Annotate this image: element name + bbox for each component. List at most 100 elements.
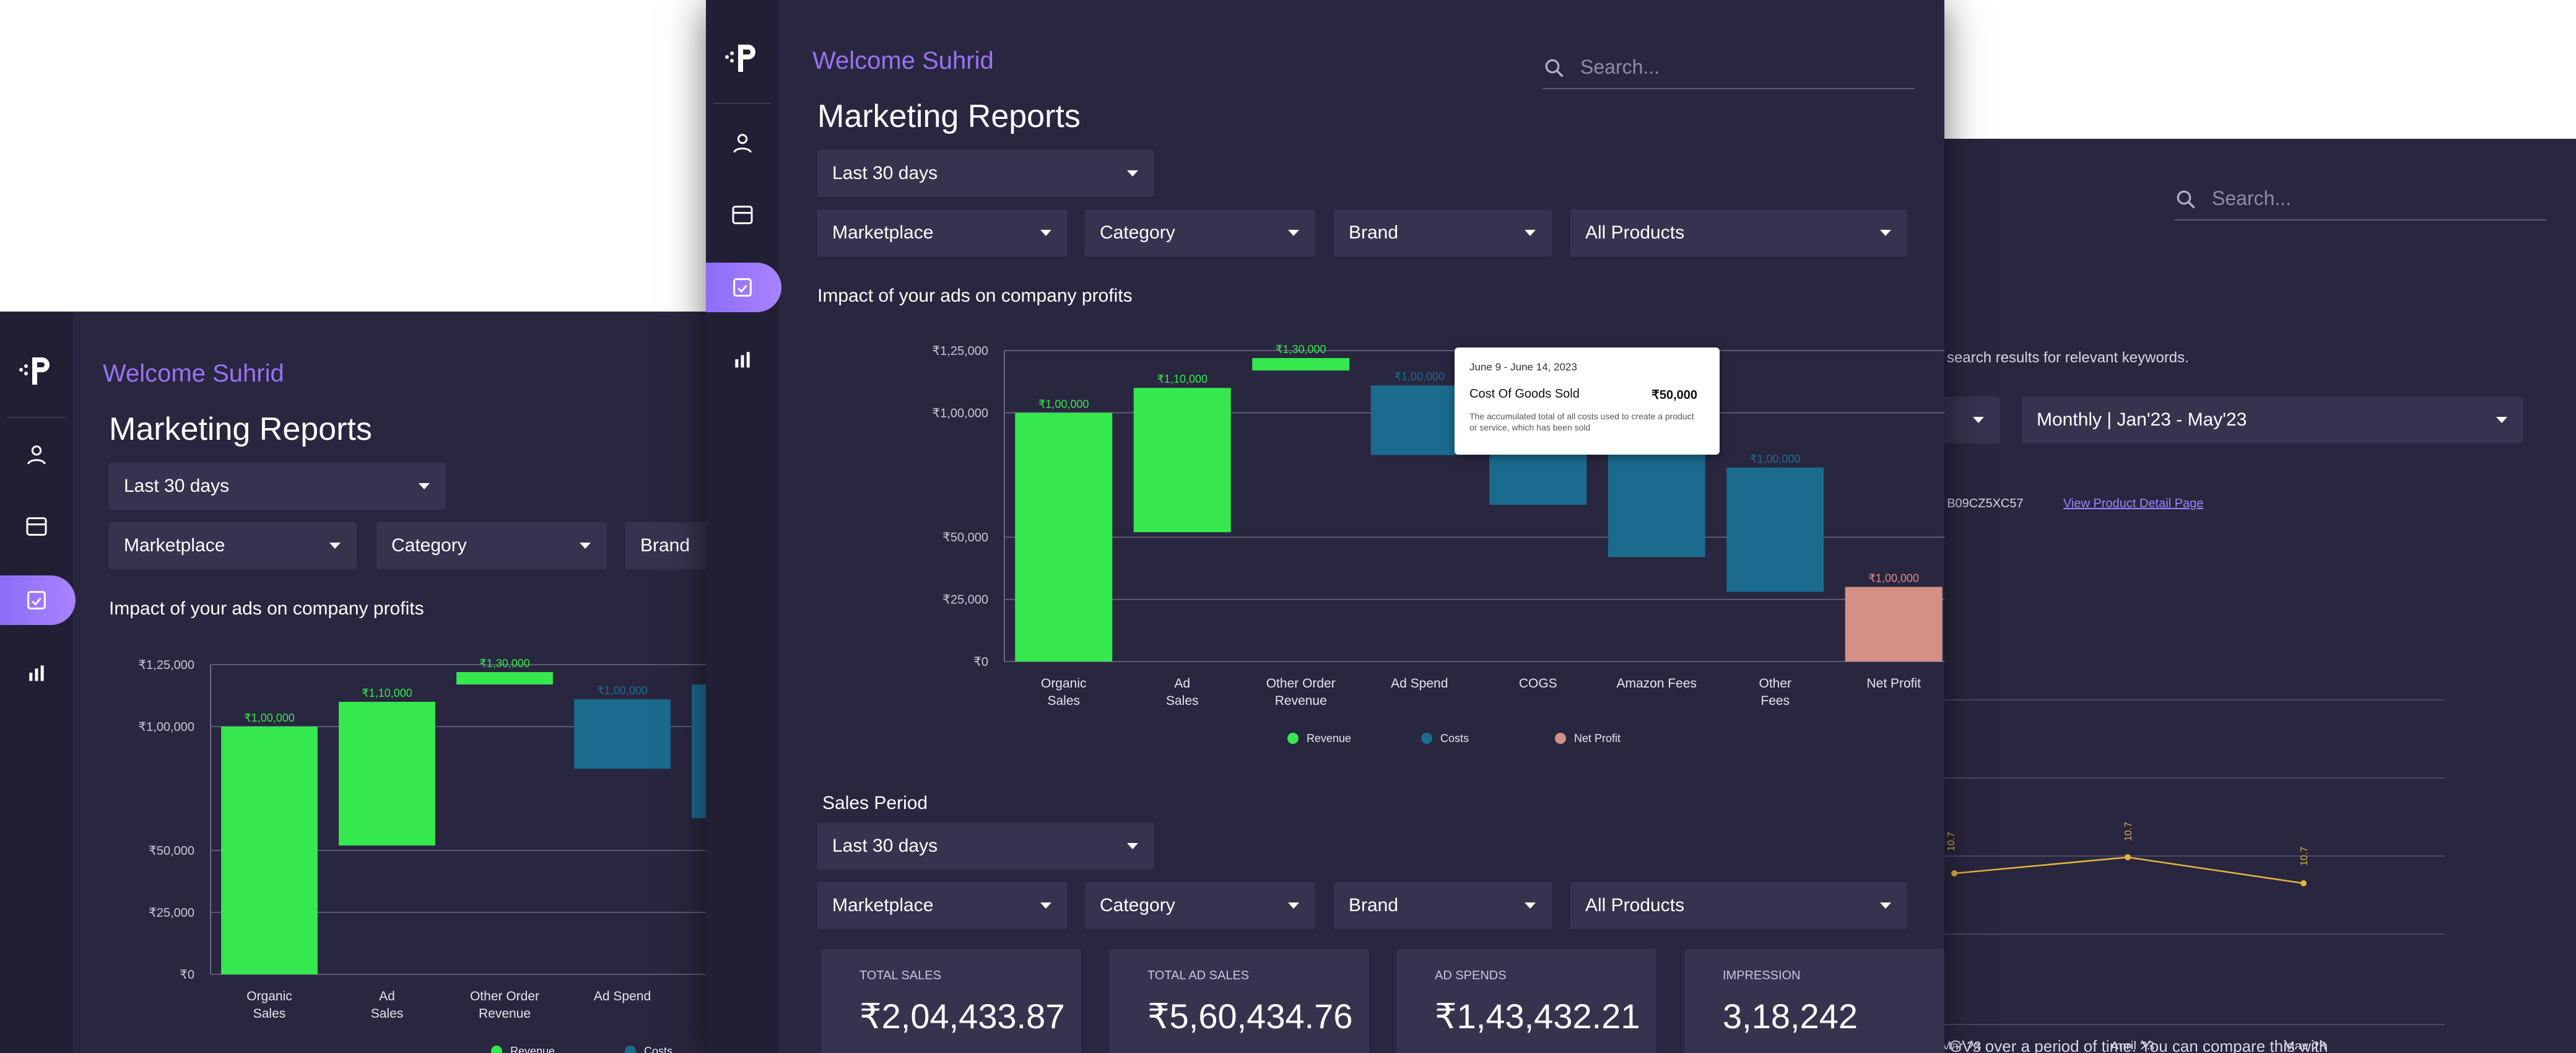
back-point [2125,854,2131,860]
kpi-value: ₹5,60,434.76 [1147,997,1353,1036]
chevron-down-icon [2496,417,2507,423]
welcome-text: Welcome Suhrid [812,47,994,74]
chart-title: Impact of your ads on company profits [817,286,1133,306]
waterfall-bar [339,702,435,845]
products-label: All Products [1585,895,1685,915]
x-tick-label: Sales [1047,694,1080,708]
sales-period-title: Sales Period [822,793,928,813]
period-dropdown[interactable]: Last 30 days [817,150,1154,197]
waterfall-bar [1015,413,1113,662]
range-label: Monthly | Jan'23 - May'23 [2037,409,2247,430]
back-series-line [1954,856,2304,885]
bar-data-label: ₹1,10,000 [1157,373,1208,385]
report-icon [27,591,46,610]
main-window: Welcome Suhrid Search... Marketing Repor… [706,0,1944,1053]
marketplace-label: Marketplace [832,222,934,243]
user-icon[interactable] [24,442,49,467]
legend-label: Revenue [510,1045,555,1053]
back-window: Search... search results for relevant ke… [1895,139,2576,1053]
brand-dropdown[interactable]: Brand [625,522,718,569]
kpi-card-ad-spends: AD SPENDS ₹1,43,432.21 [1396,949,1656,1053]
waterfall-bar [221,727,318,974]
x-tick-label: Ad Spend [1391,676,1448,691]
left-window: Welcome Suhrid Marketing Reports Last 30… [0,312,718,1053]
logo-icon [19,357,50,385]
x-tick-label: Sales [1166,694,1199,708]
report-icon [733,278,752,297]
category-dropdown[interactable]: Category [1085,209,1315,256]
x-tick-label: Sales [253,1007,286,1021]
waterfall-bar [456,672,553,684]
period-label: Last 30 days [832,836,938,856]
kpi-value: ₹1,43,432.21 [1435,997,1640,1036]
back-x-label: Mar 23 [1941,1039,1981,1049]
search-hint-text: search results for relevant keywords. [1947,349,2189,366]
store-icon[interactable] [24,514,49,539]
welcome-text: Welcome Suhrid [103,360,284,387]
y-tick-label: ₹1,25,000 [932,344,988,358]
bar-chart-icon[interactable] [730,347,755,372]
bar-data-label: ₹1,00,000 [597,684,648,697]
search-box[interactable]: Search... [2175,177,2546,221]
chevron-down-icon [1288,902,1299,909]
chevron-down-icon [1880,230,1891,236]
waterfall-chart-left: ₹0 ₹25,000 ₹50,000 ₹1,00,000 ₹1,25,000 ₹1,00,… [138,657,718,1053]
y-tick-label: ₹50,000 [942,531,988,544]
period-label: Last 30 days [832,163,938,183]
tooltip-description: The accumulated total of all costs used … [1469,411,1694,432]
x-tick-label: Ad [379,989,395,1003]
legend-swatch [1421,733,1432,744]
sales-brand-dropdown[interactable]: Brand [1334,882,1552,929]
products-dropdown[interactable]: All Products [1570,209,1907,256]
page-title: Marketing Reports [109,411,372,447]
kpi-label: TOTAL AD SALES [1147,969,1250,982]
y-tick-label: ₹25,000 [149,906,194,920]
kpi-label: TOTAL SALES [859,969,941,982]
search-icon [1545,59,1564,77]
legend-swatch [1555,733,1566,744]
y-tick-label: ₹0 [973,655,988,669]
back-line-chart: 10.7 10.7 10.7 Mar 23 April 23 May 23 [1932,699,2445,1049]
sales-products-dropdown[interactable]: All Products [1570,882,1907,929]
category-label: Category [1100,895,1175,915]
marketplace-label: Marketplace [832,895,934,915]
back-point-label: 10.7 [1946,832,1957,851]
bar-data-label: ₹1,00,000 [244,712,295,724]
product-detail-link[interactable]: View Product Detail Page [2063,497,2204,510]
sidebar-item-reports-active[interactable] [706,263,781,312]
bar-data-label: ₹1,00,000 [1868,572,1919,585]
marketplace-dropdown[interactable]: Marketplace [817,209,1068,256]
kpi-label: AD SPENDS [1435,969,1507,982]
kpi-card-total-sales: TOTAL SALES ₹2,04,433.87 [821,949,1081,1053]
back-point-label: 10.7 [2299,847,2310,866]
bar-data-label: ₹1,30,000 [479,657,530,670]
logo-icon [725,45,755,72]
waterfall-bar [1133,388,1231,533]
brand-dropdown[interactable]: Brand [1334,209,1552,256]
sales-period-dropdown[interactable]: Last 30 days [817,823,1154,870]
legend-label: Costs [644,1045,672,1053]
chevron-down-icon [1040,230,1051,236]
chevron-down-icon [329,543,341,549]
bar-chart-icon[interactable] [24,660,49,685]
user-icon[interactable] [730,131,755,155]
sales-marketplace-dropdown[interactable]: Marketplace [817,882,1068,929]
period-dropdown[interactable]: Last 30 days [109,463,446,510]
legend-label: Net Profit [1574,732,1621,745]
x-tick-label: Ad [1174,676,1190,691]
sidebar [706,0,781,1053]
search-placeholder: Search... [2212,187,2292,209]
sidebar-item-reports-active[interactable] [0,575,76,625]
sidebar [0,312,76,1053]
sales-category-dropdown[interactable]: Category [1085,882,1315,929]
x-tick-label: Other Order [1266,676,1336,691]
marketplace-dropdown[interactable]: Marketplace [109,522,357,569]
search-placeholder: Search... [1580,56,1660,78]
search-icon [2177,190,2195,209]
search-box[interactable]: Search... [1543,46,1915,89]
waterfall-bar [574,699,671,769]
range-dropdown[interactable]: Monthly | Jan'23 - May'23 [2022,396,2523,443]
store-icon[interactable] [730,203,755,227]
category-dropdown[interactable]: Category [376,522,607,569]
